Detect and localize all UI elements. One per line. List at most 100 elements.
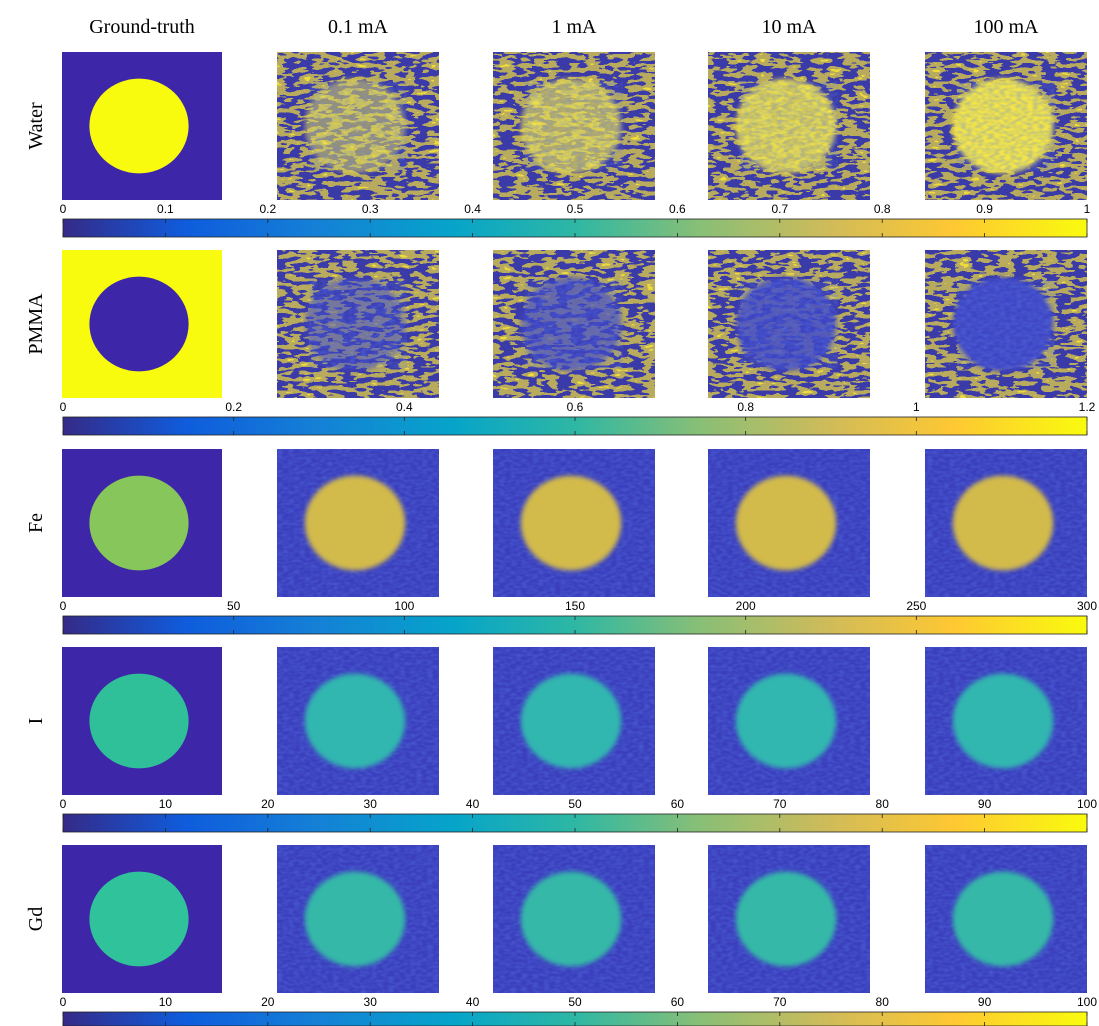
phantom-disk: [952, 673, 1054, 769]
phantom-disk: [304, 871, 406, 967]
image-panel: [62, 647, 222, 795]
colorbar-tick-label: 0.3: [362, 202, 379, 216]
image-panel: [925, 845, 1087, 993]
colorbar-tick-label: 70: [773, 995, 787, 1009]
noise-speckle: [957, 279, 1055, 369]
image-panel: [493, 52, 655, 200]
image-panel: [925, 52, 1087, 200]
image-panel: [277, 449, 439, 597]
phantom-disk: [89, 78, 189, 174]
colorbar-tick-label: 150: [565, 599, 585, 613]
noise-speckle: [740, 81, 838, 171]
colorbar-tick-label: 0.7: [771, 202, 788, 216]
colorbar-tick-label: 0.5: [567, 202, 584, 216]
colorbar-tick-label: 20: [261, 995, 275, 1009]
colorbar-tick-label: 20: [261, 797, 275, 811]
colorbar-tick-label: 30: [364, 995, 378, 1009]
noise-speckle: [740, 279, 838, 369]
colorbar-tick-label: 1: [1084, 202, 1091, 216]
colorbar-tick-label: 200: [736, 599, 756, 613]
phantom-disk: [735, 673, 837, 769]
image-panel: [277, 647, 439, 795]
image-panel: [493, 449, 655, 597]
noise-speckle: [957, 81, 1055, 171]
image-panel: [708, 250, 870, 398]
row-label: I: [25, 718, 47, 725]
colorbar-tick-label: 0.1: [157, 202, 174, 216]
colorbar-tick-label: 0: [60, 400, 67, 414]
noise-speckle: [309, 81, 407, 171]
colorbar-tick-label: 10: [159, 995, 173, 1009]
colorbar-tick-label: 100: [1077, 995, 1097, 1009]
phantom-disk: [304, 475, 406, 571]
colorbar-tick-label: 40: [466, 995, 480, 1009]
column-header: 100 mA: [974, 16, 1040, 38]
row-label: PMMA: [25, 293, 47, 355]
colorbar-tick-label: 250: [906, 599, 926, 613]
colorbar-tick-label: 80: [876, 797, 890, 811]
image-panel: [493, 845, 655, 993]
phantom-disk: [89, 673, 189, 769]
colorbar-tick-label: 10: [159, 797, 173, 811]
image-panel: [277, 250, 439, 398]
colorbar-tick-label: 0.2: [259, 202, 276, 216]
colorbar-tick-label: 40: [466, 797, 480, 811]
phantom-disk: [89, 871, 189, 967]
noise-speckle: [525, 279, 623, 369]
colorbar-tick-label: 80: [876, 995, 890, 1009]
phantom-disk: [520, 871, 622, 967]
colorbar-tick-label: 50: [568, 995, 582, 1009]
colorbar-tick-label: 0.4: [464, 202, 481, 216]
colorbar-tick-label: 100: [1077, 797, 1097, 811]
colorbar-tick-label: 0: [60, 202, 67, 216]
phantom-disk: [735, 475, 837, 571]
image-panel: [708, 52, 870, 200]
colorbar-tick-label: 90: [978, 995, 992, 1009]
colorbar-tick-label: 0: [60, 599, 67, 613]
colorbar-tick-label: 0: [60, 995, 67, 1009]
colorbar-tick-label: 60: [671, 797, 685, 811]
phantom-disk: [520, 475, 622, 571]
colorbar-tick-label: 0.9: [976, 202, 993, 216]
row-label: Gd: [25, 907, 47, 931]
column-header: 0.1 mA: [328, 16, 389, 38]
image-panel: [62, 250, 222, 398]
colorbar-tick-label: 90: [978, 797, 992, 811]
image-panel: [62, 845, 222, 993]
image-panel: [277, 845, 439, 993]
phantom-disk: [952, 871, 1054, 967]
column-header: Ground-truth: [89, 16, 195, 38]
image-panel: [925, 250, 1087, 398]
phantom-disk: [89, 276, 189, 372]
phantom-disk: [304, 673, 406, 769]
column-header: 1 mA: [552, 16, 598, 38]
noise-speckle: [525, 81, 623, 171]
image-panel: [708, 845, 870, 993]
colorbar-tick-label: 0.6: [567, 400, 584, 414]
phantom-disk: [952, 475, 1054, 571]
colorbar-tick-label: 0: [60, 797, 67, 811]
colorbar-tick-label: 0.4: [396, 400, 413, 414]
image-panel: [493, 647, 655, 795]
image-panel: [277, 52, 439, 200]
row-label: Fe: [25, 513, 47, 533]
colorbar-tick-label: 0.6: [669, 202, 686, 216]
colorbar-tick-label: 1.2: [1079, 400, 1096, 414]
colorbar-tick-label: 30: [364, 797, 378, 811]
image-panel: [62, 449, 222, 597]
colorbar-tick-label: 0.8: [737, 400, 754, 414]
colorbar-tick-label: 60: [671, 995, 685, 1009]
row-label: Water: [25, 102, 47, 150]
image-panel: [925, 449, 1087, 597]
phantom-disk: [520, 673, 622, 769]
colorbar-tick-label: 50: [568, 797, 582, 811]
colorbar-tick-label: 70: [773, 797, 787, 811]
colorbar-tick-label: 50: [227, 599, 241, 613]
image-panel: [708, 449, 870, 597]
image-panel: [708, 647, 870, 795]
noise-speckle: [309, 279, 407, 369]
image-panel: [925, 647, 1087, 795]
phantom-disk: [89, 475, 189, 571]
colorbar-tick-label: 1: [913, 400, 920, 414]
